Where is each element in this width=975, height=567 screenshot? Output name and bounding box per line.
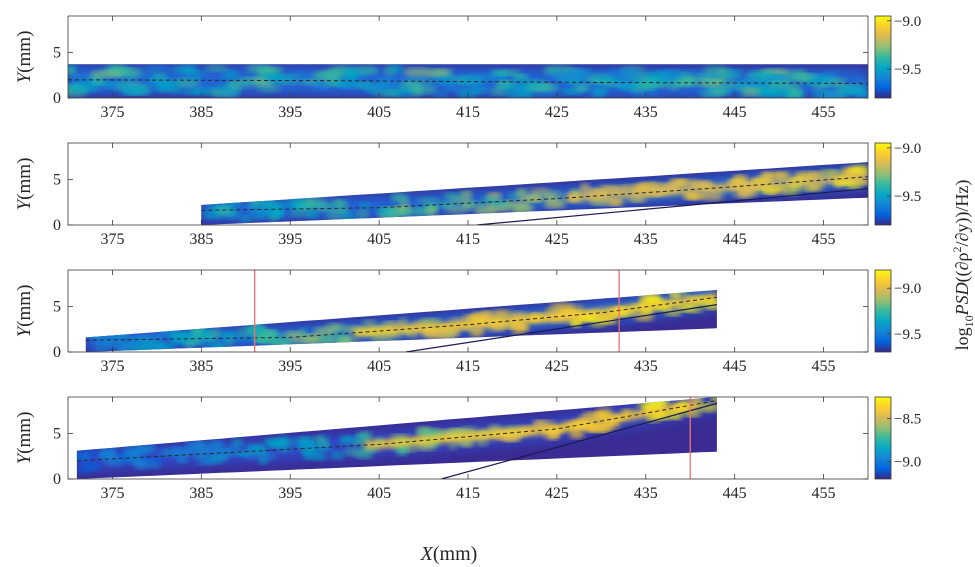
x-tick-label: 445	[723, 358, 747, 375]
colorbar-label: log10PSD((∂ρ2/∂y))/Hz)	[950, 180, 975, 351]
y-tick-label: 5	[53, 171, 61, 188]
x-tick-label: 385	[189, 485, 213, 502]
colorbar-tick-label: −9.0	[894, 281, 921, 297]
x-tick-label: 395	[278, 231, 302, 248]
heatmap-field	[85, 270, 717, 352]
colorbar-tick-label: −9.0	[894, 455, 921, 471]
y-axis-label: Y(mm)	[14, 412, 35, 465]
x-tick-label: 455	[812, 104, 836, 121]
dashed-centreline	[68, 79, 868, 84]
y-tick-label: 5	[53, 44, 61, 61]
y-tick-label: 0	[53, 471, 61, 488]
x-tick-label: 375	[100, 358, 124, 375]
dashed-centreline	[85, 296, 717, 341]
x-tick-label: 415	[456, 104, 480, 121]
x-tick-label: 425	[545, 231, 569, 248]
x-tick-label: 395	[278, 485, 302, 502]
panels: 375 385 395 405 415 425 435 445 45505Y(mm)−9.0−9…	[14, 14, 921, 502]
x-tick-label: 375	[100, 231, 124, 248]
x-tick-label: 455	[812, 358, 836, 375]
y-tick-label: 0	[53, 217, 61, 234]
heatmap-field	[201, 162, 868, 225]
x-tick-label: 385	[189, 231, 213, 248]
heatmap-field	[68, 64, 868, 98]
y-axis-label: Y(mm)	[14, 285, 35, 338]
y-tick-label: 0	[53, 90, 61, 107]
x-tick-label: 435	[634, 231, 658, 248]
colorbar: −8.5 −9.0	[874, 396, 921, 480]
y-tick-label: 5	[53, 298, 61, 315]
colorbar-gradient	[874, 142, 892, 226]
x-tick-label: 455	[812, 485, 836, 502]
colorbar-tick-label: −9.0	[894, 14, 921, 30]
x-tick-label: 435	[634, 358, 658, 375]
y-axis-label: Y(mm)	[14, 31, 35, 84]
solid-boundary-line	[476, 187, 868, 225]
y-tick-label: 0	[53, 344, 61, 361]
colorbar: −9.0 −9.5	[874, 269, 921, 353]
colorbar-tick-label: −9.5	[894, 189, 921, 205]
y-tick-label: 5	[53, 425, 61, 442]
colorbar-gradient	[874, 396, 892, 480]
dashed-centreline	[76, 400, 717, 462]
x-tick-label: 425	[545, 358, 569, 375]
x-tick-label: 375	[100, 104, 124, 121]
colorbar-tick-label: −9.0	[894, 141, 921, 157]
core-streak	[568, 172, 868, 202]
x-tick-label: 405	[367, 231, 391, 248]
heatmap-panel: 375 385 395 405 415 425 435 445 455 0 5 Y(mm) −8.5 −9…	[14, 396, 921, 502]
x-tick-label: 415	[456, 358, 480, 375]
x-tick-label: 395	[278, 104, 302, 121]
solid-boundary-line	[405, 304, 717, 352]
x-tick-label: 415	[456, 231, 480, 248]
x-tick-label: 445	[723, 231, 747, 248]
x-tick-label: 405	[367, 358, 391, 375]
heatmap-field	[76, 397, 718, 479]
x-tick-label: 445	[723, 485, 747, 502]
x-tick-label: 435	[634, 104, 658, 121]
x-tick-label: 445	[723, 104, 747, 121]
x-tick-label: 425	[545, 485, 569, 502]
core-streak	[364, 399, 701, 450]
x-tick-label: 405	[367, 104, 391, 121]
x-tick-label: 385	[189, 104, 213, 121]
x-tick-label: 385	[189, 358, 213, 375]
solid-boundary-line	[441, 402, 718, 479]
colorbar-tick-label: −8.5	[894, 412, 921, 428]
x-axis-label: X(mm)	[420, 543, 478, 565]
x-tick-label: 425	[545, 104, 569, 121]
colorbar-gradient	[874, 269, 892, 353]
x-tick-label: 415	[456, 485, 480, 502]
colorbar-gradient	[874, 15, 892, 99]
y-axis-label: Y(mm)	[14, 158, 35, 211]
x-tick-label: 395	[278, 358, 302, 375]
colorbar-tick-label: −9.5	[894, 327, 921, 343]
colorbar: −9.0 −9.5	[874, 14, 921, 99]
x-tick-label: 435	[634, 485, 658, 502]
x-tick-label: 405	[367, 485, 391, 502]
x-tick-label: 375	[100, 485, 124, 502]
x-tick-label: 455	[812, 231, 836, 248]
colorbar-tick-label: −9.5	[894, 62, 921, 78]
colorbar: −9.0 −9.5	[874, 141, 921, 226]
